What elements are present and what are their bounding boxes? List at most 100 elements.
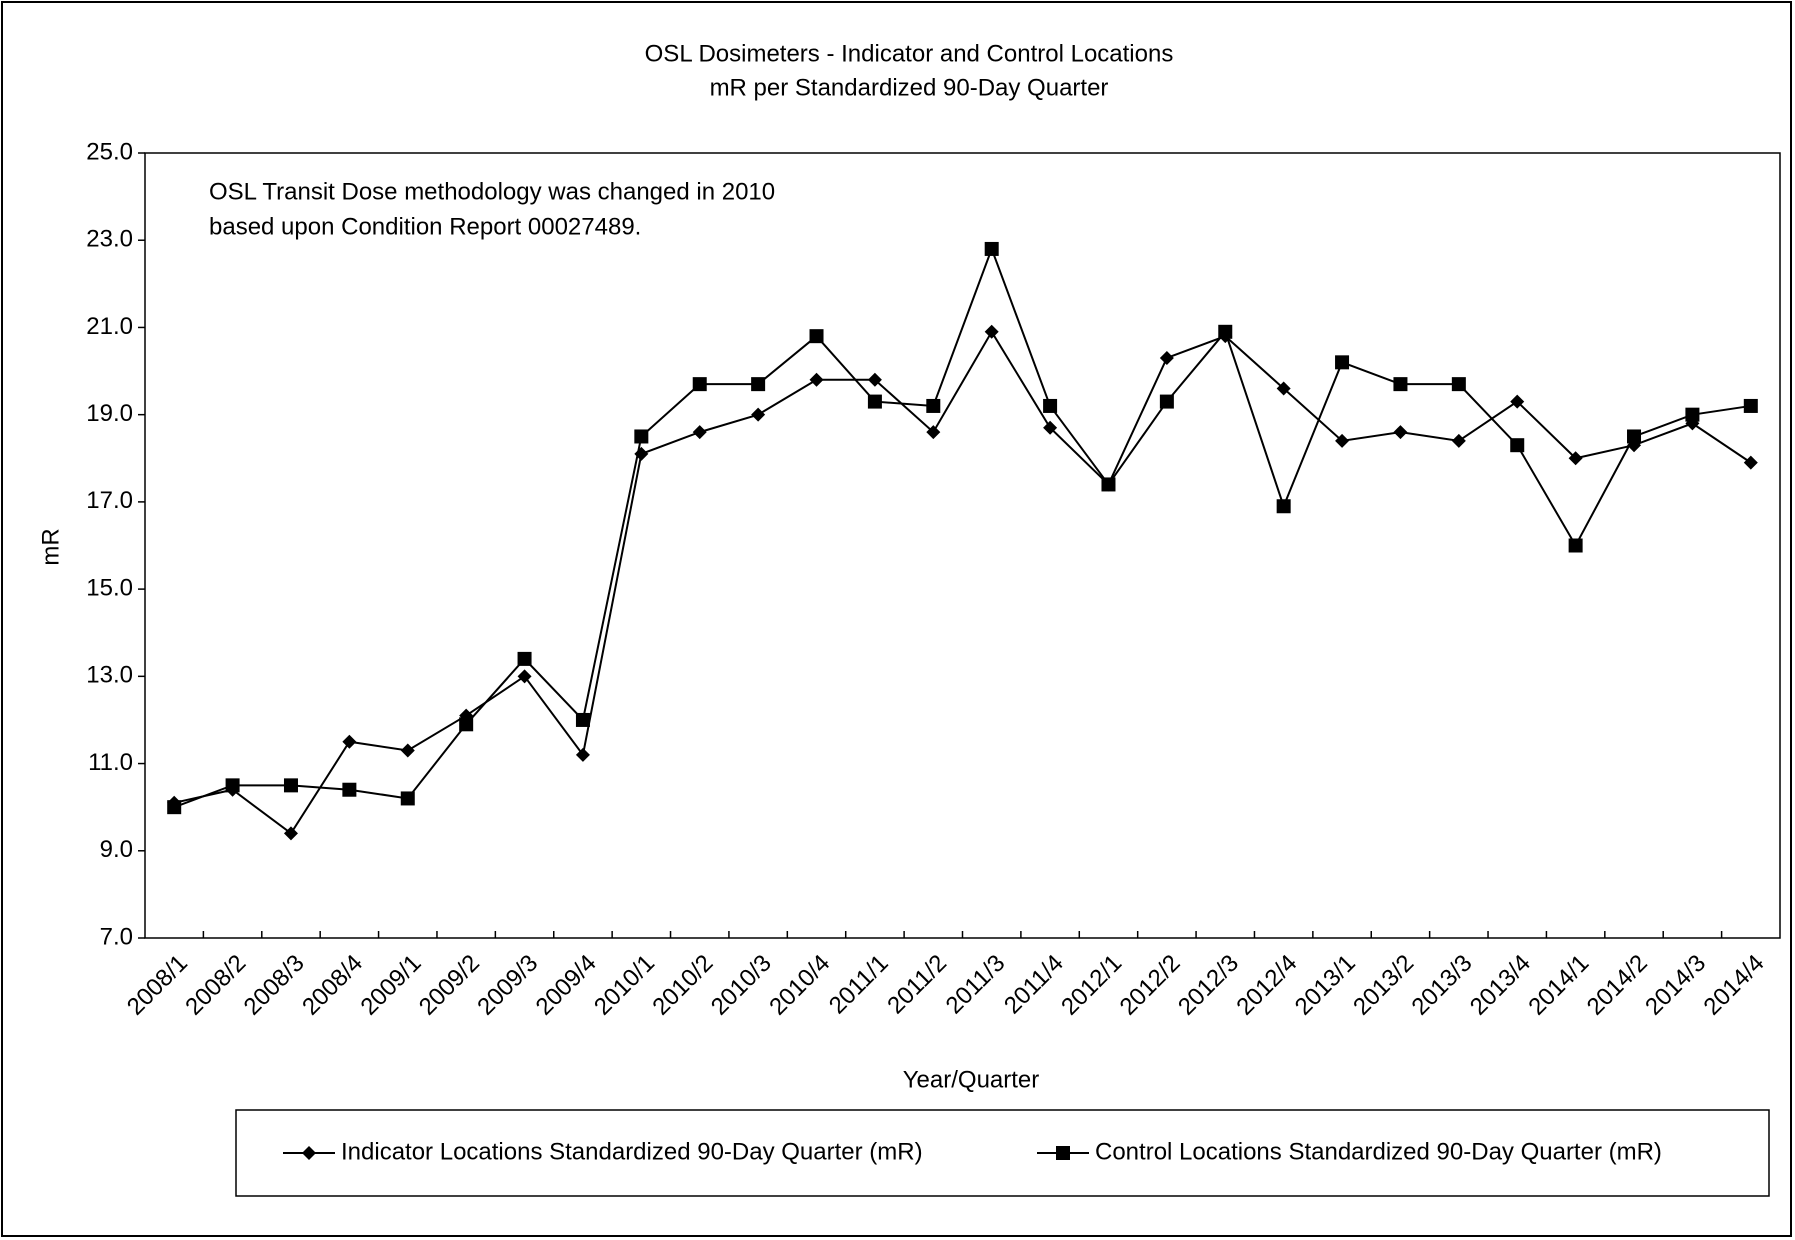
data-point xyxy=(634,429,649,444)
x-axis-title: Year/Quarter xyxy=(903,1066,1040,1093)
data-point xyxy=(1627,429,1642,444)
x-tick-label: 2012/1 xyxy=(1056,950,1127,1021)
x-tick-label: 2008/1 xyxy=(122,950,193,1021)
annotation: based upon Condition Report 00027489. xyxy=(209,213,641,240)
y-tick-label: 25.0 xyxy=(86,138,133,165)
data-point xyxy=(225,778,240,793)
data-point xyxy=(1276,381,1291,396)
y-tick-label: 15.0 xyxy=(86,574,133,601)
legend-box xyxy=(235,1109,1770,1197)
x-tick-label: 2011/3 xyxy=(941,950,1011,1020)
x-tick-label: 2009/3 xyxy=(472,950,543,1021)
series-line xyxy=(173,329,1752,835)
y-axis-title: mR xyxy=(37,528,64,565)
data-point xyxy=(751,407,766,422)
data-point xyxy=(283,826,298,841)
data-point xyxy=(1451,377,1466,392)
data-point xyxy=(1218,324,1233,339)
x-tick-label: 2008/3 xyxy=(239,950,310,1021)
x-tick-label: 2013/4 xyxy=(1465,950,1536,1021)
annotation: OSL Transit Dose methodology was changed… xyxy=(209,178,775,205)
data-point xyxy=(1335,433,1350,448)
data-point xyxy=(1393,377,1408,392)
x-tick-label: 2011/4 xyxy=(999,950,1069,1020)
x-tick-label: 2014/1 xyxy=(1523,950,1594,1021)
data-point xyxy=(809,372,824,387)
x-tick-label: 2014/4 xyxy=(1699,950,1770,1021)
data-point xyxy=(1451,433,1466,448)
x-tick-label: 2008/4 xyxy=(297,950,368,1021)
x-tick-label: 2008/2 xyxy=(180,950,251,1021)
data-point xyxy=(517,669,532,684)
data-point xyxy=(984,324,999,339)
data-point xyxy=(1510,438,1525,453)
y-tick-label: 17.0 xyxy=(86,487,133,514)
series-line xyxy=(173,246,1751,809)
data-point xyxy=(1043,420,1058,435)
x-tick-label: 2009/2 xyxy=(414,950,485,1021)
x-tick-label: 2014/3 xyxy=(1640,950,1711,1021)
x-tick-label: 2009/1 xyxy=(355,950,426,1021)
data-point xyxy=(1568,451,1583,466)
data-point xyxy=(1393,425,1408,440)
data-point xyxy=(342,734,357,749)
x-tick-label: 2012/2 xyxy=(1115,950,1186,1021)
data-point xyxy=(1159,394,1174,409)
x-tick-label: 2011/2 xyxy=(882,950,952,1020)
x-tick-label: 2010/2 xyxy=(647,950,718,1021)
data-point xyxy=(400,743,415,758)
data-point xyxy=(400,791,415,806)
chart-title: OSL Dosimeters - Indicator and Control L… xyxy=(645,40,1174,67)
x-tick-label: 2010/4 xyxy=(764,950,835,1021)
legend-label: Control Locations Standardized 90-Day Qu… xyxy=(1095,1138,1662,1165)
data-point xyxy=(1743,398,1758,413)
y-tick-label: 13.0 xyxy=(86,662,133,689)
x-tick-label: 2013/3 xyxy=(1407,950,1478,1021)
chart-subtitle: mR per Standardized 90-Day Quarter xyxy=(710,74,1109,101)
data-point xyxy=(1335,355,1350,370)
data-point xyxy=(867,394,882,409)
data-point xyxy=(1101,477,1116,492)
plot-area xyxy=(144,152,1781,939)
data-point xyxy=(575,712,590,727)
legend-marker xyxy=(302,1146,316,1160)
data-point xyxy=(1276,499,1291,514)
x-tick-label: 2012/3 xyxy=(1173,950,1244,1021)
data-point xyxy=(867,372,882,387)
data-point xyxy=(575,747,590,762)
data-point xyxy=(167,800,182,815)
x-tick-label: 2012/4 xyxy=(1231,950,1302,1021)
data-point xyxy=(1510,394,1525,409)
data-point xyxy=(1685,407,1700,422)
data-point xyxy=(1568,538,1583,553)
data-point xyxy=(459,717,474,732)
y-tick-label: 11.0 xyxy=(88,749,133,776)
data-point xyxy=(1743,455,1758,470)
data-point xyxy=(283,778,298,793)
data-point xyxy=(751,377,766,392)
y-tick-label: 9.0 xyxy=(100,836,133,863)
data-point xyxy=(1159,350,1174,365)
data-point xyxy=(809,329,824,344)
x-tick-label: 2010/3 xyxy=(706,950,777,1021)
legend-label: Indicator Locations Standardized 90-Day … xyxy=(341,1138,923,1165)
x-tick-label: 2011/1 xyxy=(824,950,894,1020)
data-point xyxy=(517,651,532,666)
x-tick-label: 2009/4 xyxy=(531,950,602,1021)
x-tick-label: 2014/2 xyxy=(1582,950,1653,1021)
x-tick-label: 2013/2 xyxy=(1348,950,1419,1021)
y-tick-label: 23.0 xyxy=(86,226,133,253)
legend-marker xyxy=(1056,1146,1070,1160)
data-point xyxy=(692,377,707,392)
data-point xyxy=(1043,398,1058,413)
x-tick-label: 2013/1 xyxy=(1290,950,1361,1021)
data-point xyxy=(926,398,941,413)
data-point xyxy=(984,241,999,256)
data-point xyxy=(342,782,357,797)
y-tick-label: 19.0 xyxy=(86,400,133,427)
data-point xyxy=(692,425,707,440)
y-tick-label: 21.0 xyxy=(86,313,133,340)
x-tick-label: 2010/1 xyxy=(589,950,660,1021)
